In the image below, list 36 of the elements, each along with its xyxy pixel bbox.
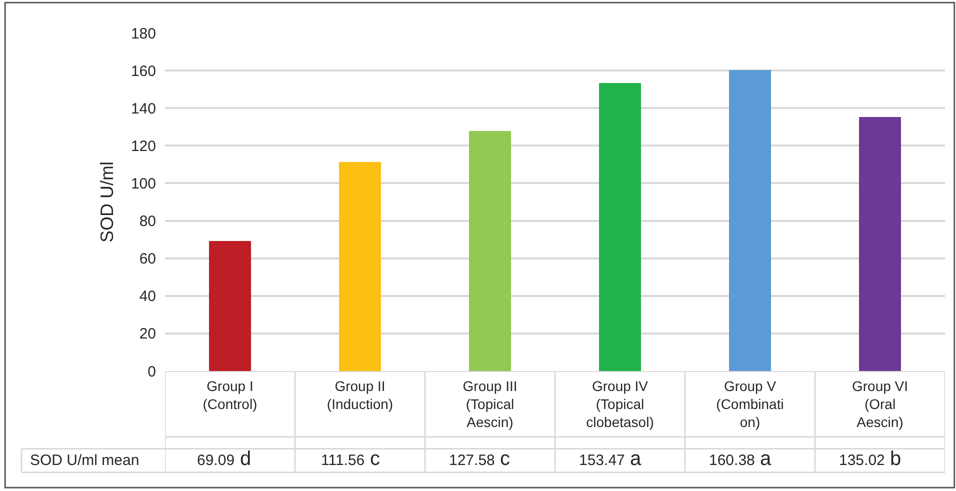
x-tick-label: Group III (Topical Aescin) — [462, 378, 518, 430]
bar — [729, 70, 771, 371]
x-tick-label: Group I (Control) — [202, 378, 258, 412]
y-tick-label: 100 — [130, 175, 156, 192]
text: d — [240, 448, 252, 470]
x-tick-label: Group IV (Topical clobetasol) — [586, 378, 654, 430]
data-label: 127.58 — [449, 452, 495, 469]
data-label: 135.02 — [839, 452, 885, 469]
text: b — [890, 448, 902, 470]
text: a — [630, 448, 642, 470]
y-tick-label: 40 — [139, 288, 156, 306]
bar — [859, 117, 901, 371]
data-label: 111.56 — [321, 452, 365, 469]
x-tick-label: Group VI (Oral Aescin) — [852, 378, 908, 430]
text: c — [500, 448, 510, 470]
text: a — [760, 448, 772, 470]
data-label: 160.38 — [709, 452, 755, 469]
y-tick-label: 140 — [130, 100, 156, 118]
y-tick-label: 80 — [139, 213, 156, 230]
text: c — [370, 448, 380, 470]
data-label: 69.09 — [197, 452, 235, 469]
bar — [209, 241, 251, 371]
y-tick-label: 60 — [139, 250, 156, 268]
y-axis-title: SOD U/ml — [97, 162, 118, 242]
bar — [339, 162, 381, 371]
bar — [469, 131, 511, 371]
data-label: 153.47 — [579, 452, 625, 469]
text: SOD U/ml mean — [30, 452, 140, 469]
x-tick-label: Group V (Combinati on) — [716, 378, 784, 430]
bar — [599, 83, 641, 371]
y-tick-label: 0 — [148, 363, 156, 380]
y-tick-label: 160 — [130, 62, 156, 80]
y-tick-label: 120 — [130, 138, 156, 155]
x-tick-label: Group II (Induction) — [326, 378, 394, 412]
y-tick-label: 20 — [139, 326, 156, 343]
y-tick-label: 180 — [130, 25, 156, 42]
